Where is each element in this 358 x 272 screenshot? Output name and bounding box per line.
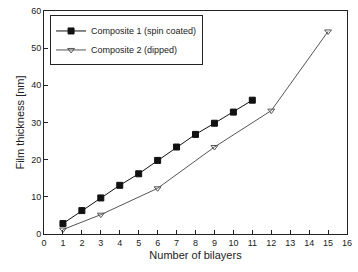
svg-text:16: 16 — [342, 238, 352, 248]
svg-text:1: 1 — [60, 238, 65, 248]
svg-text:30: 30 — [31, 118, 41, 128]
svg-text:14: 14 — [304, 238, 314, 248]
svg-text:6: 6 — [155, 238, 160, 248]
svg-text:10: 10 — [228, 238, 238, 248]
svg-text:50: 50 — [31, 43, 41, 53]
svg-text:11: 11 — [248, 238, 257, 248]
svg-text:Film thickness [nm]: Film thickness [nm] — [14, 75, 26, 169]
svg-text:60: 60 — [31, 6, 41, 16]
svg-text:9: 9 — [212, 238, 217, 248]
svg-text:5: 5 — [136, 238, 141, 248]
svg-text:10: 10 — [31, 192, 41, 202]
svg-text:40: 40 — [31, 80, 41, 90]
svg-text:3: 3 — [98, 238, 103, 248]
svg-text:15: 15 — [323, 238, 333, 248]
svg-text:Composite 2 (dipped): Composite 2 (dipped) — [91, 45, 177, 55]
svg-text:0: 0 — [36, 229, 41, 239]
svg-text:20: 20 — [31, 155, 41, 165]
svg-text:8: 8 — [193, 238, 198, 248]
svg-text:2: 2 — [79, 238, 84, 248]
svg-text:Number of bilayers: Number of bilayers — [149, 249, 242, 261]
svg-text:13: 13 — [285, 238, 295, 248]
svg-text:Composite 1 (spin coated): Composite 1 (spin coated) — [91, 26, 196, 36]
svg-text:0: 0 — [41, 238, 46, 248]
svg-text:7: 7 — [174, 238, 179, 248]
svg-text:12: 12 — [266, 238, 276, 248]
svg-text:4: 4 — [117, 238, 122, 248]
